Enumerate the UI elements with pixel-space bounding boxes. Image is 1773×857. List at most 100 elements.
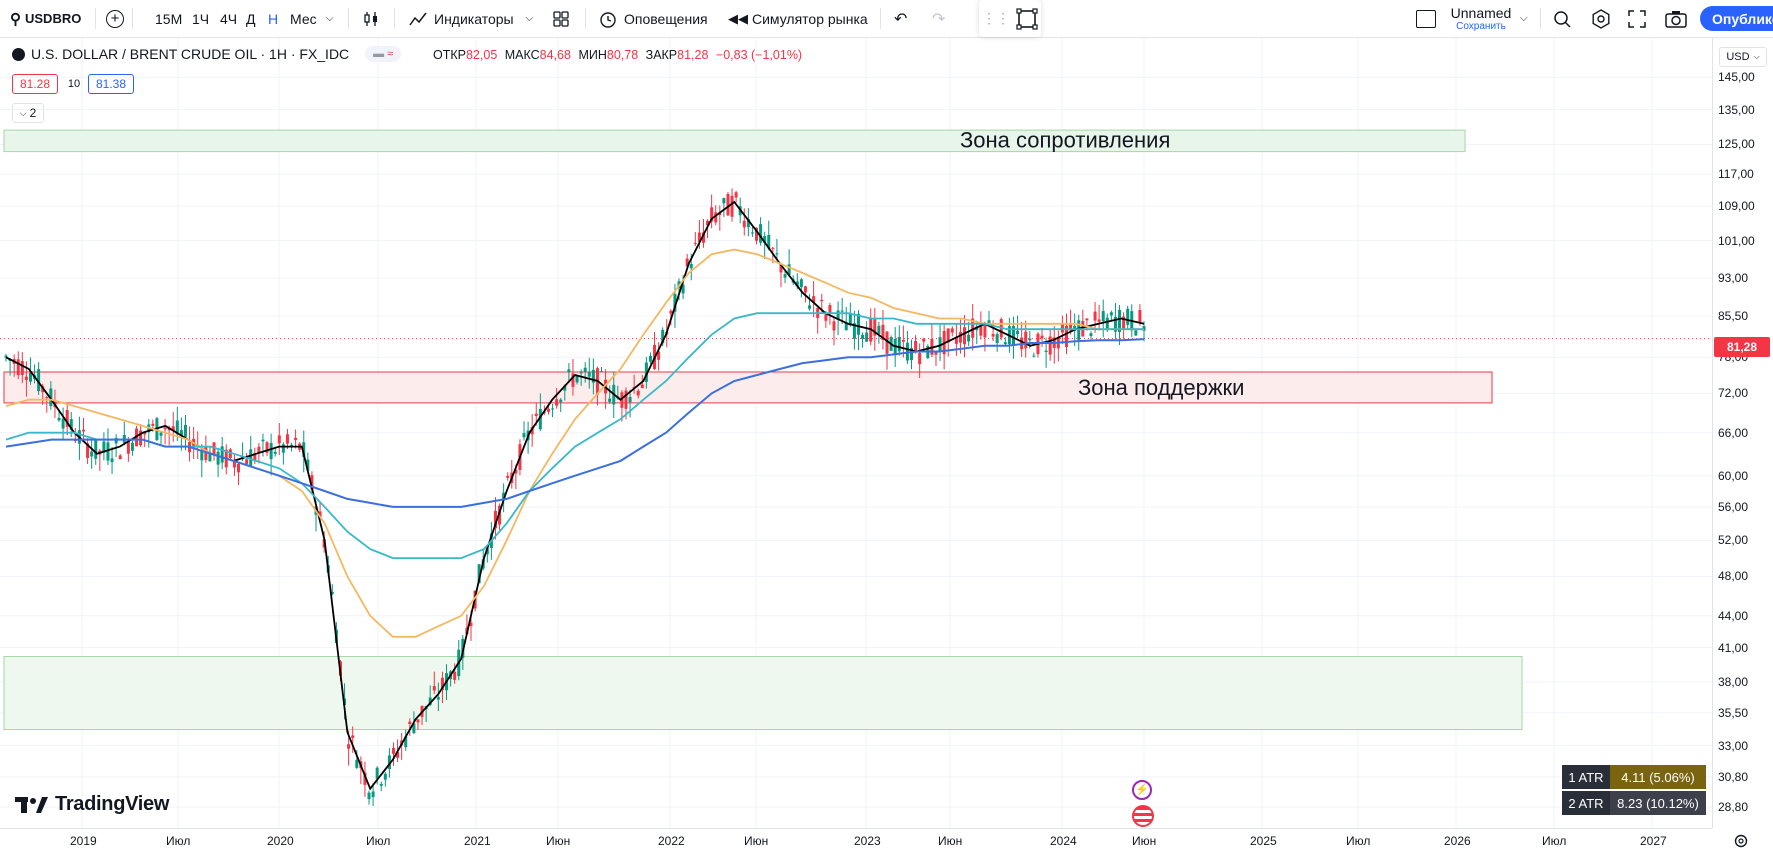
timeframe-4h[interactable]: 4Ч [220, 10, 238, 27]
candle-body [375, 767, 379, 779]
candle-body [306, 459, 310, 471]
candle-body [265, 442, 269, 453]
candle-body [347, 744, 351, 749]
candle-body [583, 367, 587, 372]
candle-body [534, 413, 538, 416]
tradingview-logo[interactable]: TradingView [15, 793, 169, 816]
price-tick-label: 101,00 [1718, 233, 1755, 248]
candle-body [428, 697, 432, 705]
indicators-icon [409, 12, 427, 25]
candle-body [1122, 316, 1126, 330]
layout-name[interactable]: Unnamed Сохранить [1450, 4, 1512, 32]
layout-dropdown[interactable]: ⌵ [1520, 0, 1528, 37]
axis-settings-button[interactable] [1733, 833, 1749, 854]
candle-body [591, 369, 595, 383]
candle-body [367, 792, 371, 800]
atr-value-2: 8.23 (10.12%) [1610, 791, 1706, 815]
candle-body [832, 321, 836, 331]
rewind-icon: ◀◀ [728, 10, 748, 26]
settings-button[interactable] [1591, 0, 1611, 37]
candle-body [1044, 350, 1048, 352]
replay-button[interactable]: ◀◀ Симулятор рынка [728, 10, 868, 27]
series-legend[interactable]: U.S. DOLLAR / BRENT CRUDE OIL · 1H · FX_… [12, 46, 402, 62]
layout-toggle[interactable] [1416, 0, 1436, 37]
redo-button[interactable]: ↷ [932, 0, 945, 37]
candle-body [302, 442, 306, 457]
time-axis[interactable] [0, 828, 1712, 857]
sell-price-button[interactable]: 81.28 [12, 74, 58, 94]
time-tick-label: 2026 [1444, 834, 1471, 848]
us-flag-event-icon[interactable] [1132, 805, 1154, 827]
timeframe-1h[interactable]: 1Ч [192, 10, 210, 27]
alerts-button[interactable]: Оповещения [598, 0, 708, 37]
symbol-search[interactable]: ⚲ USDBRO [10, 0, 81, 37]
candle-body [636, 390, 640, 396]
support-zone-label: Зона поддержки [1078, 375, 1244, 400]
atr-value-1: 4.11 (5.06%) [1610, 765, 1706, 789]
timeframe-m[interactable]: Мес [290, 10, 317, 27]
candle-body [954, 337, 958, 344]
indicators-button[interactable]: Индикаторы ⌵ [408, 0, 533, 37]
snapshot-button[interactable] [1665, 0, 1687, 37]
templates-button[interactable] [552, 0, 570, 37]
time-tick-label: Июн [1132, 834, 1157, 848]
indicators-collapse-button[interactable]: ⌵ 2 [12, 103, 44, 123]
candle-body [175, 420, 179, 435]
price-chart[interactable]: Зона сопротивления Зона поддержки [0, 38, 1712, 856]
drawing-toolbar-handle[interactable]: ⋮⋮ [979, 0, 1041, 37]
candle-body [4, 355, 8, 358]
candle-body [408, 721, 412, 725]
undo-icon: ↶ [894, 10, 908, 28]
candle-body [1089, 333, 1093, 337]
moving-average-line-1 [5, 248, 1144, 638]
candle-body [1109, 312, 1113, 316]
fullscreen-frame-icon [1016, 7, 1038, 30]
timeframe-d[interactable]: Д [246, 10, 256, 27]
timeframe-w[interactable]: Н [268, 10, 279, 27]
timeframe-dropdown[interactable]: ⌵ [326, 0, 334, 37]
candle-body [86, 443, 90, 458]
currency-selector[interactable]: USD ⌵ [1719, 47, 1767, 67]
candle-body [910, 348, 914, 360]
candle-body [383, 773, 387, 780]
undo-button[interactable]: ↶ [894, 0, 907, 37]
candle-body [995, 334, 999, 343]
candle-body [905, 342, 909, 361]
candle-body [856, 313, 860, 335]
search-icon: ⚲ [10, 10, 21, 28]
quick-search-button[interactable] [1552, 0, 1572, 37]
candle-body [726, 193, 730, 216]
price-tick-label: 44,00 [1718, 608, 1749, 623]
price-tick-label: 93,00 [1718, 270, 1749, 285]
candle-body [69, 419, 73, 430]
candle-body [600, 371, 604, 373]
chart-type-button[interactable] [362, 0, 380, 37]
compare-button[interactable]: + [106, 0, 124, 37]
candle-body [844, 322, 848, 331]
price-axis[interactable] [1712, 38, 1773, 828]
buy-price-button[interactable]: 81.38 [88, 74, 134, 94]
price-tick-label: 52,00 [1718, 533, 1749, 548]
candle-body [171, 426, 175, 431]
candle-body [983, 324, 987, 338]
candle-body [836, 310, 840, 320]
candle-body [249, 449, 253, 466]
visibility-toggle[interactable]: ▬ ≈ [365, 46, 402, 62]
candle-body [1069, 323, 1073, 331]
chart-pane[interactable]: Зона сопротивления Зона поддержки [0, 38, 1712, 856]
candle-body [673, 294, 677, 312]
candle-body [216, 451, 220, 465]
fullscreen-button[interactable] [1628, 0, 1646, 37]
candle-body [330, 592, 334, 595]
price-tick-label: 41,00 [1718, 640, 1749, 655]
timeframe-15m[interactable]: 15М [155, 10, 183, 27]
candle-body [49, 388, 53, 406]
candle-body [575, 375, 579, 383]
candle-body [963, 327, 967, 345]
publish-button[interactable]: Опублико [1700, 6, 1773, 31]
series-title: U.S. DOLLAR / BRENT CRUDE OIL · 1H · FX_… [31, 46, 350, 62]
flash-event-icon[interactable]: ⚡ [1132, 780, 1152, 800]
candle-body [285, 434, 289, 444]
price-tick-label: 145,00 [1718, 70, 1755, 85]
candle-body [28, 372, 32, 382]
